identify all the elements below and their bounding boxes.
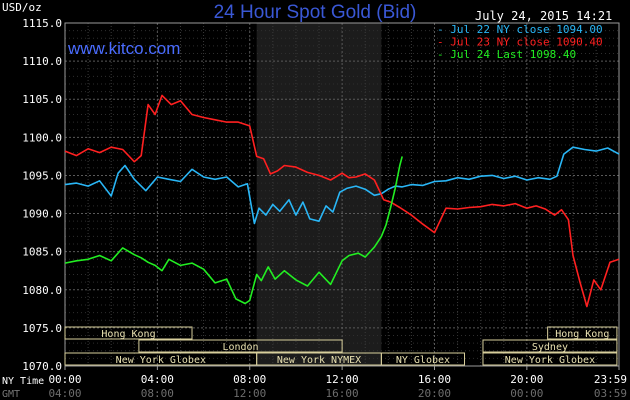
grid [64, 22, 620, 367]
x-tick-label-gmt: 20:00 [418, 387, 451, 400]
y-tick-label: 1075.0 [22, 322, 62, 335]
y-tick-label: 1090.0 [22, 208, 62, 221]
legend-entry: - Jul 23 NY close 1090.40 [437, 36, 603, 49]
y-tick-label: 1070.0 [22, 360, 62, 373]
source-url[interactable]: www.kitco.com [67, 39, 180, 58]
x-tick-label-gmt: 08:00 [141, 387, 174, 400]
series-line-1 [64, 146, 620, 225]
session-box [482, 352, 618, 366]
x-tick-label-ny: 23:59 [594, 373, 627, 386]
x-tick-label-gmt: 00:00 [510, 387, 543, 400]
y-tick-label: 1115.0 [22, 17, 62, 30]
y-tick-label: 1080.0 [22, 284, 62, 297]
session-label: Hong Kong [555, 329, 609, 340]
x-axis-ticks: 00:0004:0004:0008:0008:0012:0012:0016:00… [48, 366, 627, 400]
tz-label-ny: NY Time [2, 376, 44, 387]
series-line-2 [64, 94, 620, 308]
x-tick-label-ny: 00:00 [48, 373, 81, 386]
session-box [482, 339, 618, 353]
y-tick-label: 1105.0 [22, 93, 62, 106]
x-tick-label-ny: 20:00 [510, 373, 543, 386]
chart-title: 24 Hour Spot Gold (Bid) [214, 2, 417, 23]
session-box [64, 326, 193, 340]
session-label: London [222, 342, 258, 353]
y-tick-label: 1100.0 [22, 131, 62, 144]
legend-entry: - Jul 24 Last 1098.40 [437, 48, 576, 61]
session-label: NY Globex [396, 355, 450, 366]
x-tick-label-ny: 12:00 [326, 373, 359, 386]
session-label: Hong Kong [101, 329, 155, 340]
date-label: July 24, 2015 14:21 [475, 9, 612, 23]
y-tick-label: 1095.0 [22, 169, 62, 182]
y-axis-ticks: 1115.0 1110.0 1105.0 1100.0 1095.0 1090.0 1085… [22, 17, 62, 373]
x-tick-label-ny: 04:00 [141, 373, 174, 386]
session-label: New York Globex [505, 355, 595, 366]
x-tick-label-gmt: 04:00 [48, 387, 81, 400]
session-box [138, 339, 343, 353]
x-tick-label-gmt: 03:59 [594, 387, 627, 400]
series-line-3 [64, 156, 403, 305]
session-label: New York Globex [116, 355, 206, 366]
legend: - Jul 22 NY close 1094.00- Jul 23 NY clo… [437, 23, 603, 61]
session-box [380, 352, 466, 366]
tz-label-gmt: GMT [2, 389, 20, 400]
y-tick-label: 1085.0 [22, 246, 62, 259]
x-tick-label-ny: 08:00 [233, 373, 266, 386]
market-sessions: Hong Kong Hong Kong London Sydney New York G… [64, 326, 618, 366]
x-tick-label-gmt: 12:00 [233, 387, 266, 400]
session-label: New York NYMEX [277, 355, 361, 366]
y-tick-label: 1110.0 [22, 55, 62, 68]
series-lines [64, 94, 620, 308]
legend-entry: - Jul 22 NY close 1094.00 [437, 23, 603, 36]
y-axis-label: USD/oz [2, 1, 42, 14]
x-tick-label-ny: 16:00 [418, 373, 451, 386]
x-tick-label-gmt: 16:00 [326, 387, 359, 400]
session-box [547, 326, 618, 340]
session-label: Sydney [532, 342, 568, 353]
